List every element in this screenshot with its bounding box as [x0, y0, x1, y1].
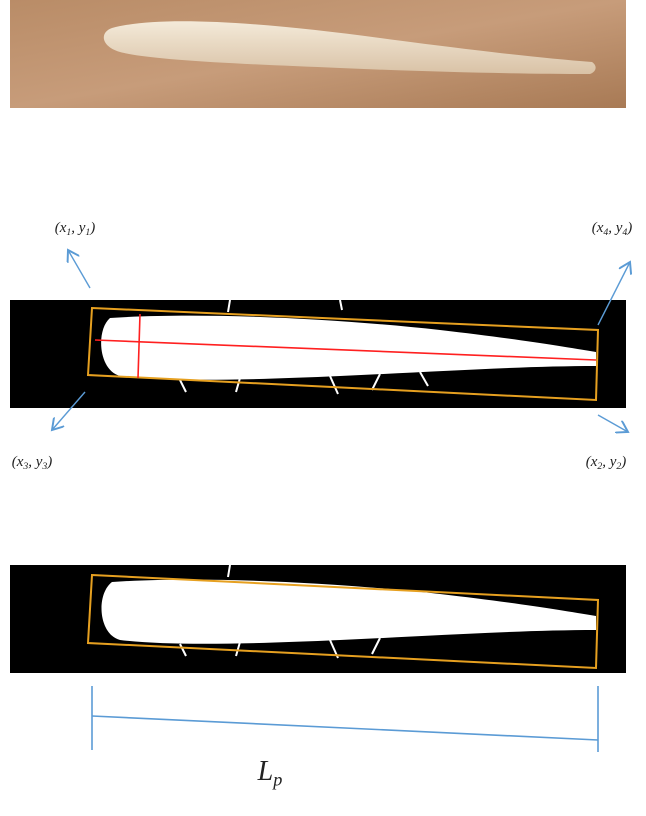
- label-text: , y: [602, 454, 617, 470]
- label-text: ): [89, 220, 95, 236]
- label-text: , y: [608, 220, 623, 236]
- label-text: (x: [592, 220, 604, 236]
- corner-label: (x1, y1): [55, 220, 96, 238]
- label-text: ): [46, 454, 52, 470]
- label-text: (x: [12, 454, 24, 470]
- label-text: , y: [28, 454, 43, 470]
- corner-label: (x4, y4): [592, 220, 633, 238]
- label-text: (x: [55, 220, 67, 236]
- label-text: (x: [586, 454, 598, 470]
- figure: (x1, y1) (x4, y4) (x3, y3) (x2, y2) Lp: [0, 0, 646, 816]
- binary-image-annotated: [10, 300, 626, 408]
- binary-image-length: [10, 565, 626, 673]
- label-text: ): [620, 454, 626, 470]
- corner-label: (x2, y2): [586, 454, 627, 472]
- length-bracket: [92, 686, 598, 752]
- length-label: Lp: [257, 756, 283, 789]
- root-photo: [10, 0, 626, 108]
- label-text: L: [257, 756, 274, 787]
- subscript: p: [271, 769, 282, 789]
- label-text: ): [626, 220, 632, 236]
- corner-label: (x3, y3): [12, 454, 53, 472]
- label-text: , y: [71, 220, 86, 236]
